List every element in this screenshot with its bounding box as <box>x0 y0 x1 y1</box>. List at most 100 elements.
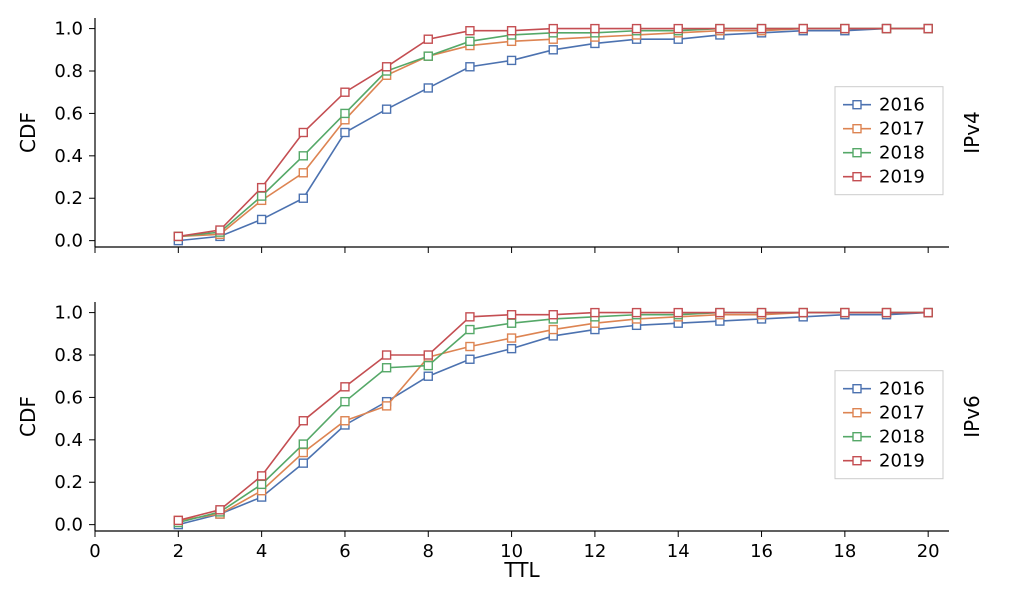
legend-marker <box>853 125 861 133</box>
series-marker-2017 <box>549 326 557 334</box>
series-marker-2018 <box>258 192 266 200</box>
series-marker-2019 <box>633 309 641 317</box>
y-axis-label: CDF <box>16 112 40 153</box>
y-tick-label: 0.8 <box>54 61 83 82</box>
legend-label: 2018 <box>879 427 925 448</box>
y-tick-label: 0.4 <box>54 146 83 167</box>
series-marker-2019 <box>591 25 599 33</box>
x-tick-label: 6 <box>339 541 350 562</box>
series-marker-2019 <box>258 184 266 192</box>
series-marker-2017 <box>466 343 474 351</box>
y-tick-label: 1.0 <box>54 19 83 40</box>
y-tick-label: 0.4 <box>54 430 83 451</box>
x-tick-label: 18 <box>833 541 856 562</box>
series-marker-2016 <box>508 345 516 353</box>
series-marker-2019 <box>216 226 224 234</box>
x-tick-label: 20 <box>917 541 940 562</box>
series-marker-2018 <box>383 364 391 372</box>
legend-marker <box>853 101 861 109</box>
series-marker-2016 <box>299 194 307 202</box>
series-marker-2019 <box>758 309 766 317</box>
series-marker-2016 <box>383 105 391 113</box>
legend-marker <box>853 457 861 465</box>
y-tick-label: 0.0 <box>54 515 83 536</box>
legend-marker <box>853 433 861 441</box>
series-marker-2016 <box>466 63 474 71</box>
y-tick-label: 0.6 <box>54 103 83 124</box>
series-marker-2019 <box>883 25 891 33</box>
y-tick-label: 0.8 <box>54 345 83 366</box>
series-marker-2019 <box>549 25 557 33</box>
series-marker-2018 <box>341 398 349 406</box>
series-marker-2019 <box>466 313 474 321</box>
series-marker-2017 <box>299 449 307 457</box>
y-tick-label: 0.0 <box>54 231 83 252</box>
series-marker-2019 <box>591 309 599 317</box>
legend: 2016 2017 2018 2019 <box>835 371 943 479</box>
legend-label: 2016 <box>879 379 925 400</box>
legend-label: 2019 <box>879 167 925 188</box>
y-tick-label: 1.0 <box>54 303 83 324</box>
legend-label: 2019 <box>879 451 925 472</box>
series-marker-2019 <box>799 25 807 33</box>
x-tick-label: 16 <box>750 541 773 562</box>
series-marker-2019 <box>716 309 724 317</box>
series-marker-2019 <box>299 417 307 425</box>
series-marker-2018 <box>299 440 307 448</box>
series-marker-2019 <box>508 311 516 319</box>
legend-marker <box>853 385 861 393</box>
series-marker-2018 <box>424 362 432 370</box>
chart-container: 0.00.20.40.60.81.0CDFIPv4201620172018201… <box>0 0 1024 591</box>
series-marker-2016 <box>424 84 432 92</box>
series-marker-2018 <box>466 326 474 334</box>
series-marker-2019 <box>174 516 182 524</box>
x-tick-label: 4 <box>256 541 267 562</box>
series-marker-2016 <box>341 129 349 137</box>
series-marker-2016 <box>466 355 474 363</box>
legend-label: 2016 <box>879 95 925 116</box>
series-marker-2019 <box>424 35 432 43</box>
series-marker-2018 <box>341 109 349 117</box>
series-marker-2019 <box>174 232 182 240</box>
series-marker-2019 <box>383 63 391 71</box>
panel-label: IPv6 <box>960 395 984 438</box>
series-marker-2018 <box>424 52 432 60</box>
series-marker-2017 <box>299 169 307 177</box>
legend-marker <box>853 149 861 157</box>
series-marker-2019 <box>883 309 891 317</box>
series-marker-2019 <box>299 129 307 137</box>
series-marker-2016 <box>549 46 557 54</box>
series-marker-2017 <box>341 417 349 425</box>
series-marker-2019 <box>716 25 724 33</box>
series-marker-2019 <box>841 25 849 33</box>
legend-marker <box>853 173 861 181</box>
series-marker-2019 <box>924 25 932 33</box>
x-tick-label: 8 <box>423 541 434 562</box>
x-axis-label: TTL <box>503 558 540 582</box>
legend-label: 2017 <box>879 403 925 424</box>
panel-label: IPv4 <box>960 111 984 154</box>
series-marker-2017 <box>508 334 516 342</box>
series-marker-2016 <box>258 215 266 223</box>
series-marker-2019 <box>216 506 224 514</box>
x-tick-label: 2 <box>173 541 184 562</box>
series-marker-2018 <box>258 480 266 488</box>
series-marker-2018 <box>508 319 516 327</box>
legend-marker <box>853 409 861 417</box>
series-marker-2019 <box>258 472 266 480</box>
series-marker-2019 <box>799 309 807 317</box>
series-marker-2019 <box>758 25 766 33</box>
y-tick-label: 0.2 <box>54 472 83 493</box>
series-marker-2016 <box>508 56 516 64</box>
series-marker-2019 <box>341 88 349 96</box>
series-marker-2019 <box>674 309 682 317</box>
legend-label: 2018 <box>879 143 925 164</box>
x-tick-label: 0 <box>89 541 100 562</box>
x-tick-label: 12 <box>583 541 606 562</box>
series-marker-2019 <box>508 27 516 35</box>
series-marker-2019 <box>924 309 932 317</box>
y-tick-label: 0.6 <box>54 387 83 408</box>
y-tick-label: 0.2 <box>54 188 83 209</box>
series-marker-2018 <box>466 37 474 45</box>
chart-svg: 0.00.20.40.60.81.0CDFIPv4201620172018201… <box>0 0 1024 591</box>
